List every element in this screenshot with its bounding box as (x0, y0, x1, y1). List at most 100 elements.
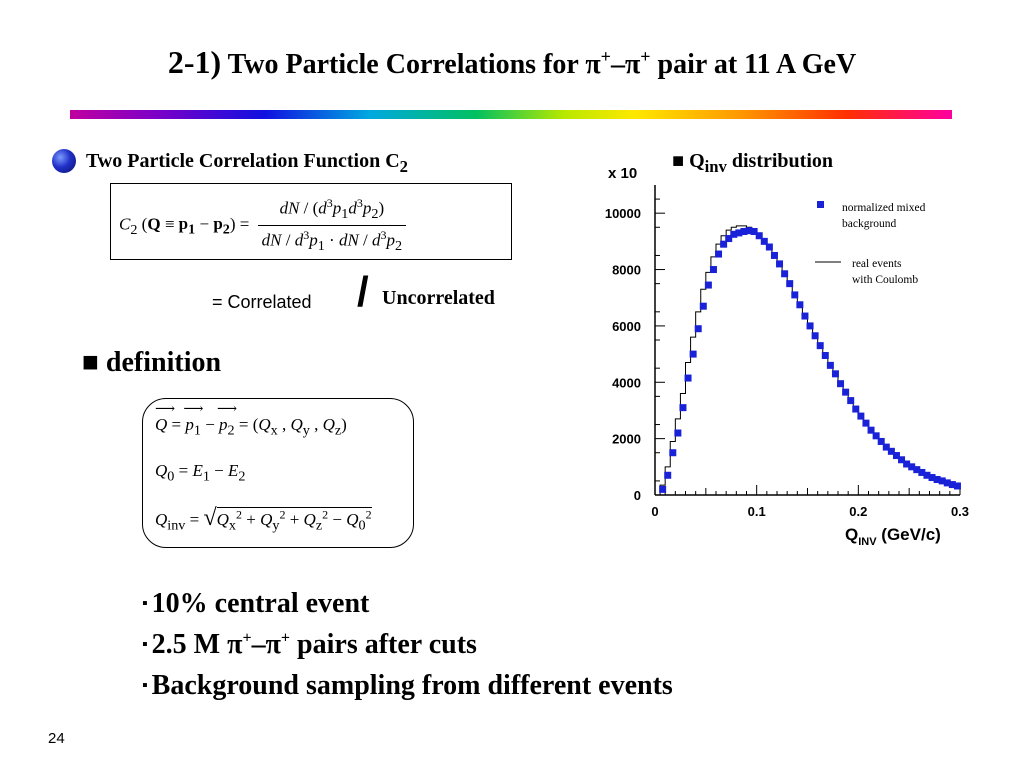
correlated-label: = Correlated (212, 292, 312, 312)
mixed-background-point (786, 280, 794, 288)
list-pairs-sup-a: + (242, 629, 252, 647)
mixed-background-point (872, 432, 880, 440)
definition-formula-box: Q ⟶ = p1 ⟶ − p2 ⟶ = (Qx , Qy , Qz) Q0 = E1 … (142, 398, 414, 548)
mixed-background-point (664, 471, 672, 479)
mixed-background-point (801, 312, 809, 320)
list-text-central: 10% central event (151, 588, 370, 619)
mixed-background-point (776, 260, 784, 268)
title-sup-b: + (640, 46, 651, 67)
title-number: 2-1) (167, 44, 222, 80)
mixed-background-point (709, 266, 717, 274)
list-bullet-icon: ▪ (142, 595, 148, 612)
mixed-background-point (847, 397, 855, 405)
mixed-background-point (867, 426, 875, 434)
mixed-background-point (750, 228, 758, 235)
title-dash: –π (610, 49, 641, 80)
mixed-background-point (745, 227, 753, 235)
mixed-background-point (770, 251, 778, 259)
legend-mixed-line1: normalized mixed (842, 202, 926, 214)
mixed-background-point (796, 301, 804, 309)
mixed-background-point (735, 229, 743, 237)
mixed-background-point (918, 468, 926, 476)
legend-mixed-line2: background (842, 218, 897, 230)
mixed-background-point (730, 230, 738, 238)
list-pairs-dash: –π (251, 629, 281, 660)
list-text-background: Background sampling from different event… (151, 670, 673, 701)
mixed-background-point (882, 443, 890, 451)
mixed-background-point (928, 474, 936, 482)
mixed-background-point (806, 322, 814, 330)
mixed-background-point (791, 291, 799, 299)
mixed-background-point (725, 235, 733, 243)
series-mixed-background-points (659, 227, 961, 493)
division-slash: / (357, 268, 369, 315)
x-axis-label-main: Q (845, 525, 858, 544)
chart-heading-rest: distribution (726, 150, 834, 172)
page-number: 24 (48, 730, 65, 747)
slide-title: 2-1) Two Particle Correlations for π+–π+… (0, 44, 1024, 81)
x-tick-label: 0 (651, 504, 658, 519)
series-real-events-line (659, 225, 960, 495)
mixed-background-point (816, 342, 824, 350)
correlation-formula-box: C2 (Q ≡ p1 − p2) = dN / (d3p1d3p2) dN / … (110, 183, 512, 260)
mixed-background-point (842, 388, 850, 396)
mixed-background-point (674, 429, 682, 437)
x-axis-label-unit: (GeV/c) (877, 525, 941, 544)
mixed-background-point (933, 476, 941, 483)
x-tick-label: 0.3 (951, 504, 969, 519)
y-tick-label: 10000 (605, 206, 641, 221)
mixed-background-point (908, 463, 916, 471)
list-item-background: ▪ Background sampling from different even… (142, 670, 673, 702)
q-vector-formula: Q ⟶ = p1 ⟶ − p2 ⟶ = (Qx , Qy , Qz) (155, 402, 347, 439)
title-sup-a: + (600, 46, 611, 67)
mixed-background-point (720, 240, 728, 248)
chart-heading-sub: inv (704, 157, 727, 176)
title-text-b: pair at 11 A GeV (650, 49, 857, 80)
list-bullet-icon: ▪ (142, 636, 148, 653)
mixed-background-point (684, 374, 692, 382)
y-ticks: 0 2000 4000 6000 8000 10000 (605, 198, 665, 503)
mixed-background-point (938, 477, 946, 485)
mixed-background-point (669, 449, 677, 457)
x-tick-label: 0.1 (748, 504, 766, 519)
list-bullet-icon: ▪ (142, 677, 148, 694)
mixed-background-point (704, 281, 712, 289)
x-tick-label: 0.2 (849, 504, 867, 519)
y-tick-label: 8000 (612, 263, 641, 278)
legend-mixed-marker (817, 201, 824, 208)
mixed-background-point (760, 237, 768, 245)
correlation-formula: C2 (Q ≡ p1 − p2) = dN / (d3p1d3p2) dN / … (119, 196, 407, 255)
correlation-heading-text: Two Particle Correlation Function C (86, 150, 400, 172)
mixed-background-point (831, 370, 839, 378)
mixed-background-point (659, 485, 667, 493)
mixed-background-point (903, 460, 911, 468)
mixed-background-point (852, 405, 860, 413)
mixed-background-point (923, 471, 931, 479)
list-pairs-sup-b: + (280, 629, 291, 647)
mixed-background-point (837, 380, 845, 388)
mixed-background-point (811, 332, 819, 340)
mixed-background-point (679, 404, 687, 412)
mixed-background-point (898, 456, 906, 464)
list-item-pairs: ▪ 2.5 M π+–π+ pairs after cuts (142, 629, 477, 661)
mixed-background-point (892, 452, 900, 460)
list-text-pairs-b: pairs after cuts (290, 629, 477, 660)
legend-real-line2: with Coulomb (852, 274, 918, 286)
mixed-background-point (877, 437, 885, 445)
chart-heading: ■ Qinv distribution (672, 150, 833, 177)
mixed-background-point (943, 479, 951, 487)
qinv-chart: x 10 0 2000 4000 6000 8000 10000 0 0.1 0.2 0.3 n… (605, 165, 969, 548)
mixed-background-point (862, 419, 870, 427)
y-tick-label: 4000 (612, 375, 641, 390)
list-item-central: ▪ 10% central event (142, 588, 369, 620)
q0-formula: Q0 = E1 − E2 (155, 461, 246, 485)
correlation-heading: Two Particle Correlation Function C2 (86, 150, 408, 177)
mixed-background-point (781, 270, 789, 278)
mixed-background-point (913, 466, 921, 474)
mixed-background-point (689, 350, 697, 358)
mixed-background-point (755, 232, 763, 240)
mixed-background-point (715, 250, 723, 258)
mixed-background-point (887, 447, 895, 455)
mixed-background-point (765, 243, 773, 251)
mixed-background-point (821, 352, 829, 359)
